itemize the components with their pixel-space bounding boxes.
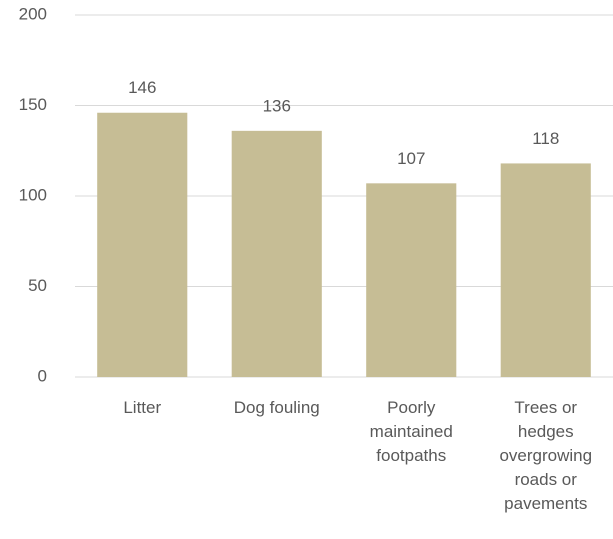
y-tick-label: 150 bbox=[19, 95, 47, 114]
x-tick-label: Litter bbox=[123, 398, 162, 417]
bar bbox=[500, 163, 591, 377]
bar bbox=[366, 183, 457, 377]
y-tick-label: 200 bbox=[19, 4, 47, 23]
y-tick-label: 0 bbox=[38, 366, 47, 385]
x-tick-label: Poorly maintained footpaths bbox=[369, 398, 453, 465]
data-label: 146 bbox=[128, 78, 156, 97]
y-tick-label: 100 bbox=[19, 185, 47, 204]
x-tick-label: Trees or hedges overgrowing roads or pav… bbox=[499, 398, 593, 513]
data-label: 107 bbox=[397, 149, 425, 168]
data-label: 118 bbox=[532, 129, 559, 148]
y-tick-label: 50 bbox=[28, 276, 47, 295]
x-tick-label: Dog fouling bbox=[233, 398, 320, 417]
data-label: 136 bbox=[263, 96, 291, 115]
bar bbox=[97, 112, 188, 378]
bar bbox=[231, 130, 322, 377]
